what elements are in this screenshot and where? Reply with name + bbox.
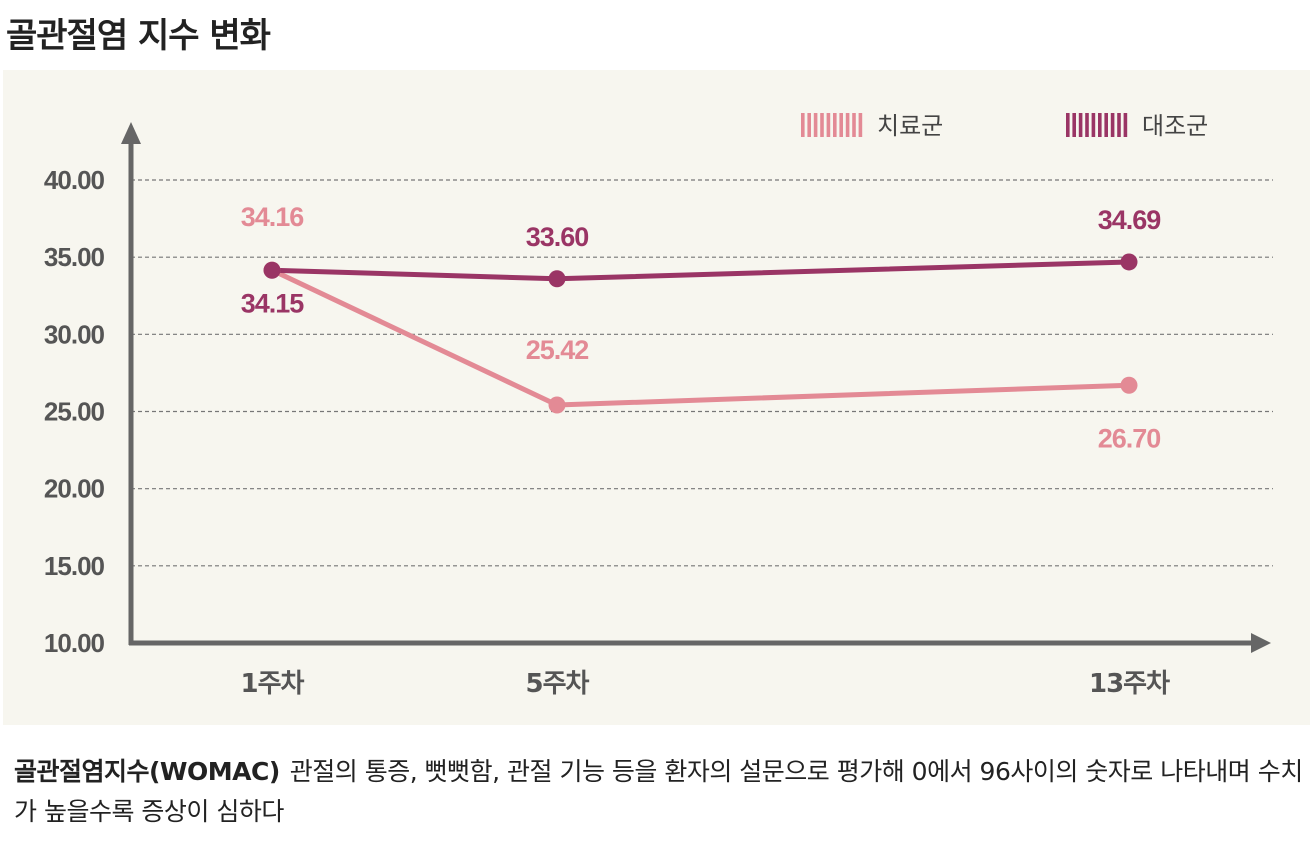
y-tick-label: 35.00 (44, 242, 105, 272)
legend-swatch-stripe (826, 113, 831, 137)
legend-swatch-stripe (839, 113, 843, 137)
x-tick-label: 1주차 (241, 669, 305, 699)
legend-swatch-stripe (807, 113, 811, 137)
legend-swatch-stripe (1078, 113, 1083, 137)
chart-title: 골관절염 지수 변화 (6, 16, 271, 56)
caption: 골관절염지수(WOMAC) 관절의 통증, 뻣뻣함, 관절 기능 등을 환자의 설… (14, 752, 1304, 832)
y-tick-label: 20.00 (44, 474, 105, 504)
data-label: 34.15 (241, 288, 305, 318)
caption-term: 골관절염지수(WOMAC) (14, 757, 280, 786)
legend-swatch-stripe (858, 113, 863, 137)
data-label: 33.60 (526, 222, 589, 252)
legend-swatch-stripe (833, 113, 837, 137)
data-label: 26.70 (1098, 423, 1161, 453)
data-label: 34.16 (241, 202, 305, 232)
y-tick-label: 25.00 (44, 397, 105, 427)
legend-swatch-stripe (820, 113, 824, 137)
legend-swatch-stripe (852, 113, 856, 137)
x-axis-arrow (1251, 633, 1271, 653)
legend-swatch-stripe (1110, 113, 1115, 137)
legend-swatch-stripe (1072, 113, 1076, 137)
data-point (263, 261, 281, 279)
legend-label: 치료군 (877, 112, 943, 140)
y-tick-label: 10.00 (44, 628, 105, 658)
legend-swatch-stripe (1066, 113, 1070, 137)
data-label: 34.69 (1098, 205, 1162, 235)
y-tick-label: 15.00 (44, 551, 105, 581)
legend-swatch-stripe (1091, 113, 1096, 137)
data-point (548, 270, 566, 288)
series-line-treatment (270, 267, 1130, 408)
legend-label: 대조군 (1142, 112, 1208, 140)
y-tick-label: 40.00 (44, 165, 105, 195)
data-point (548, 396, 566, 414)
legend-swatch-stripe (1098, 113, 1102, 137)
x-tick-label: 5주차 (526, 669, 590, 699)
data-label: 25.42 (526, 335, 589, 365)
legend-swatch-stripe (1117, 113, 1121, 137)
legend-swatch-stripe (801, 113, 805, 137)
data-point (1120, 376, 1138, 394)
legend-swatch-stripe (845, 113, 850, 137)
legend-swatch-stripe (813, 113, 818, 137)
y-tick-label: 30.00 (44, 319, 105, 349)
line-chart: 10.00 15.00 20.00 25.00 30.00 35.00 40.00 1주차 5주… (44, 112, 1273, 699)
x-tick-label: 13주차 (1089, 669, 1170, 699)
chart-panel: 10.00 15.00 20.00 25.00 30.00 35.00 40.00 1주차 5주… (3, 70, 1310, 725)
legend-swatch-stripe (1123, 113, 1128, 137)
caption-text: 관절의 통증, 뻣뻣함, 관절 기능 등을 환자의 설문으로 평가해 0에서 9… (14, 757, 1303, 826)
legend-swatch-stripe (1085, 113, 1089, 137)
series-line-control (271, 259, 1130, 282)
data-point (1120, 253, 1138, 271)
y-axis-arrow (121, 122, 141, 144)
legend-swatch-stripe (1104, 113, 1108, 137)
